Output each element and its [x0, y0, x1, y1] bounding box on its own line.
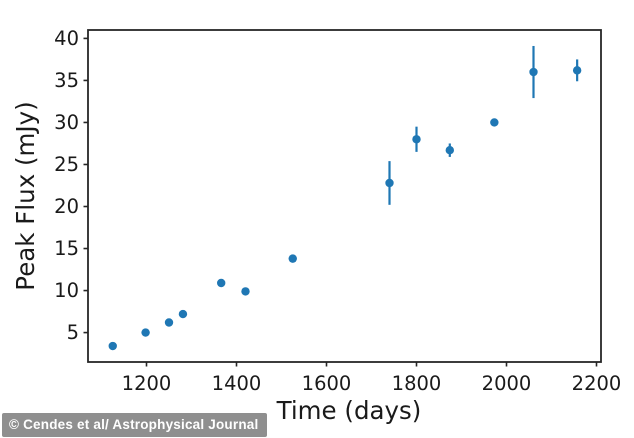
x-axis-ticks: 1200 1400 1600 1800 2000 2200 — [122, 362, 622, 395]
data-point — [490, 118, 499, 127]
data-point — [412, 135, 421, 144]
y-tick-label: 15 — [54, 237, 79, 260]
y-tick-label: 35 — [54, 69, 79, 92]
data-point — [529, 67, 538, 77]
x-tick-label: 2000 — [482, 372, 532, 395]
data-point — [164, 318, 174, 327]
plot-frame — [87, 29, 602, 363]
data-point — [445, 145, 454, 155]
x-axis-label: Time (days) — [276, 396, 422, 425]
data-point — [108, 341, 117, 351]
error-bars — [111, 45, 579, 348]
y-tick-label: 40 — [54, 27, 79, 50]
y-tick-label: 30 — [54, 111, 79, 134]
data-point — [217, 278, 226, 288]
data-point — [141, 328, 150, 337]
y-axis-ticks: 5 10 15 20 25 30 35 40 — [54, 27, 88, 344]
x-tick-label: 1400 — [212, 372, 262, 395]
y-tick-label: 20 — [54, 195, 79, 218]
x-tick-label: 1200 — [122, 372, 172, 395]
x-tick-label: 1600 — [302, 372, 352, 395]
x-tick-label: 1800 — [392, 372, 442, 395]
y-tick-label: 5 — [67, 321, 79, 344]
x-tick-label: 2200 — [572, 372, 622, 395]
data-point — [178, 309, 188, 319]
data-point — [572, 66, 582, 75]
data-point — [385, 178, 394, 188]
data-point — [241, 287, 250, 296]
data-point — [288, 254, 297, 263]
y-tick-label: 25 — [54, 153, 79, 176]
y-tick-label: 10 — [54, 279, 79, 302]
credit-badge: © Cendes et al/ Astrophysical Journal — [2, 413, 268, 437]
plot-spines — [87, 29, 602, 363]
data-points — [108, 66, 582, 351]
y-axis-label: Peak Flux (mJy) — [11, 101, 40, 290]
